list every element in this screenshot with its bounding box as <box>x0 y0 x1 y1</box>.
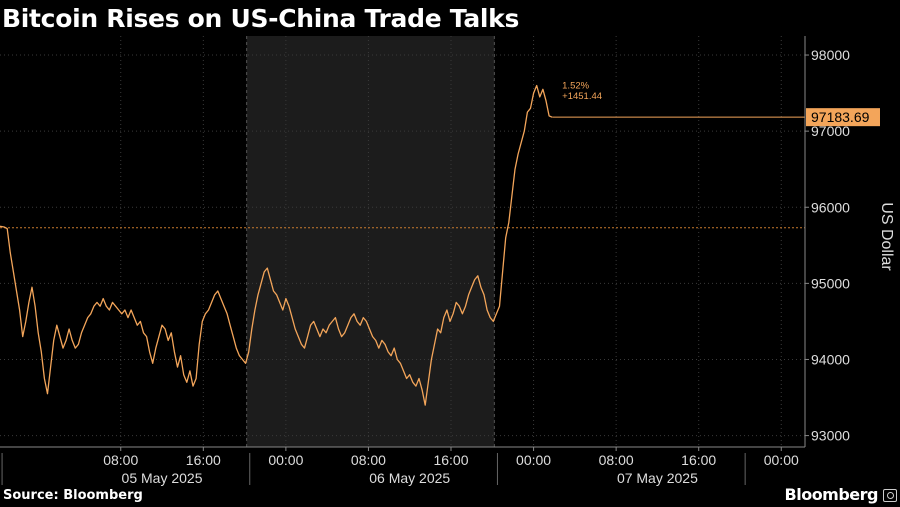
y-tick-label: 94000 <box>811 351 850 367</box>
brand-logo: Bloomberg <box>784 485 879 504</box>
bitcoin-price-line <box>0 84 553 406</box>
x-tick-label: 00:00 <box>268 452 303 468</box>
x-tick-label: 16:00 <box>433 452 468 468</box>
y-tick-label: 96000 <box>811 199 850 215</box>
x-tick-label: 08:00 <box>599 452 634 468</box>
bloomberg-square-icon <box>883 489 897 502</box>
y-tick-label: 97000 <box>811 123 850 139</box>
x-tick-label: 16:00 <box>681 452 716 468</box>
y-axis-title: US Dollar <box>878 202 895 271</box>
y-tick-label: 95000 <box>811 275 850 291</box>
x-tick-label: 00:00 <box>764 452 799 468</box>
source-note: Source: Bloomberg <box>3 488 143 503</box>
x-date-label: 07 May 2025 <box>617 470 698 486</box>
y-tick-label: 93000 <box>811 428 850 444</box>
chart-title: Bitcoin Rises on US-China Trade Talks <box>2 4 520 33</box>
x-tick-label: 00:00 <box>516 452 551 468</box>
x-tick-label: 08:00 <box>351 452 386 468</box>
x-date-label: 06 May 2025 <box>369 470 450 486</box>
last-value-badge <box>806 108 880 127</box>
x-tick-label: 16:00 <box>186 452 221 468</box>
change-percent-label: 1.52% <box>562 81 589 92</box>
change-absolute-label: +1451.44 <box>562 91 602 102</box>
x-tick-label: 08:00 <box>103 452 138 468</box>
shaded-session-region <box>246 36 495 447</box>
y-tick-label: 98000 <box>811 47 850 63</box>
last-value-label: 97183.69 <box>811 109 870 125</box>
x-date-label: 05 May 2025 <box>122 470 203 486</box>
